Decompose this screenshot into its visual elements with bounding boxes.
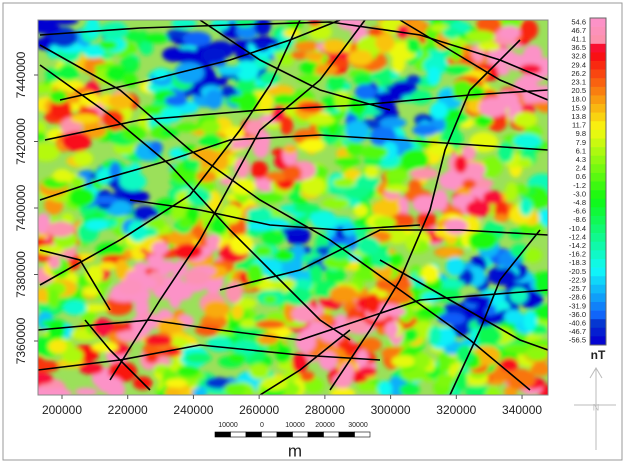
scale-segment — [308, 432, 324, 437]
legend-swatch — [590, 268, 606, 277]
legend-swatch — [590, 311, 606, 320]
legend-swatch — [590, 44, 606, 53]
legend-swatch — [590, 138, 606, 147]
y-tick-label: 7360000 — [14, 317, 28, 364]
scale-segment — [339, 432, 355, 437]
legend-swatch — [590, 216, 606, 225]
scale-segment — [262, 432, 278, 437]
y-tick-label: 7400000 — [14, 184, 28, 231]
legend-swatch — [590, 199, 606, 208]
legend-swatch — [590, 156, 606, 165]
map-figure: 54.646.741.136.532.829.426.223.120.518.0… — [0, 0, 626, 464]
legend-swatch — [590, 276, 606, 285]
x-tick-label: 260000 — [239, 403, 279, 417]
legend-swatch — [590, 319, 606, 328]
legend-swatch — [590, 27, 606, 36]
legend-swatch — [590, 95, 606, 104]
legend-swatch — [590, 225, 606, 234]
legend-unit: nT — [591, 348, 606, 362]
scale-segment — [355, 432, 371, 437]
x-tick-label: 320000 — [436, 403, 476, 417]
svg-text:N: N — [593, 402, 600, 412]
legend-swatch — [590, 233, 606, 242]
legend-swatch — [590, 78, 606, 87]
x-tick-label: 300000 — [371, 403, 411, 417]
legend-swatch — [590, 182, 606, 191]
scale-segment — [231, 432, 247, 437]
legend-swatch — [590, 302, 606, 311]
legend-swatch — [590, 113, 606, 122]
x-tick-label: 220000 — [108, 403, 148, 417]
legend-swatch — [590, 52, 606, 61]
legend-swatch — [590, 207, 606, 216]
scale-segment — [215, 432, 231, 437]
legend-swatch — [590, 293, 606, 302]
legend-swatch — [590, 104, 606, 113]
legend-swatch — [590, 18, 606, 27]
scale-unit: m — [288, 441, 302, 460]
legend-swatch — [590, 130, 606, 139]
scale-label: 10000 — [218, 422, 238, 429]
legend-label: -56.5 — [569, 336, 586, 345]
legend-swatch — [590, 147, 606, 156]
legend-swatch — [590, 35, 606, 44]
y-tick-label: 7420000 — [14, 118, 28, 165]
scale-segment — [277, 432, 293, 437]
legend-swatch — [590, 70, 606, 79]
x-tick-label: 340000 — [502, 403, 542, 417]
scale-label: 20000 — [315, 422, 335, 429]
legend-swatch — [590, 242, 606, 251]
scale-segment — [246, 432, 262, 437]
x-tick-label: 280000 — [305, 403, 345, 417]
y-tick-label: 7380000 — [14, 251, 28, 298]
x-tick-label: 200000 — [42, 403, 82, 417]
scale-label: 30000 — [348, 422, 368, 429]
legend-swatch — [590, 259, 606, 268]
legend-swatch — [590, 87, 606, 96]
legend-swatch — [590, 285, 606, 294]
legend-swatch — [590, 328, 606, 337]
scale-label: 0 — [260, 422, 264, 429]
scale-segment — [324, 432, 340, 437]
legend-swatch — [590, 250, 606, 259]
legend-swatch — [590, 336, 606, 345]
legend-swatch — [590, 121, 606, 130]
legend-swatch — [590, 190, 606, 199]
x-tick-label: 240000 — [173, 403, 213, 417]
scale-segment — [293, 432, 309, 437]
legend-swatch — [590, 61, 606, 70]
scale-label: 10000 — [285, 422, 305, 429]
legend-swatch — [590, 164, 606, 173]
y-tick-label: 7440000 — [14, 51, 28, 98]
legend-swatch — [590, 173, 606, 182]
